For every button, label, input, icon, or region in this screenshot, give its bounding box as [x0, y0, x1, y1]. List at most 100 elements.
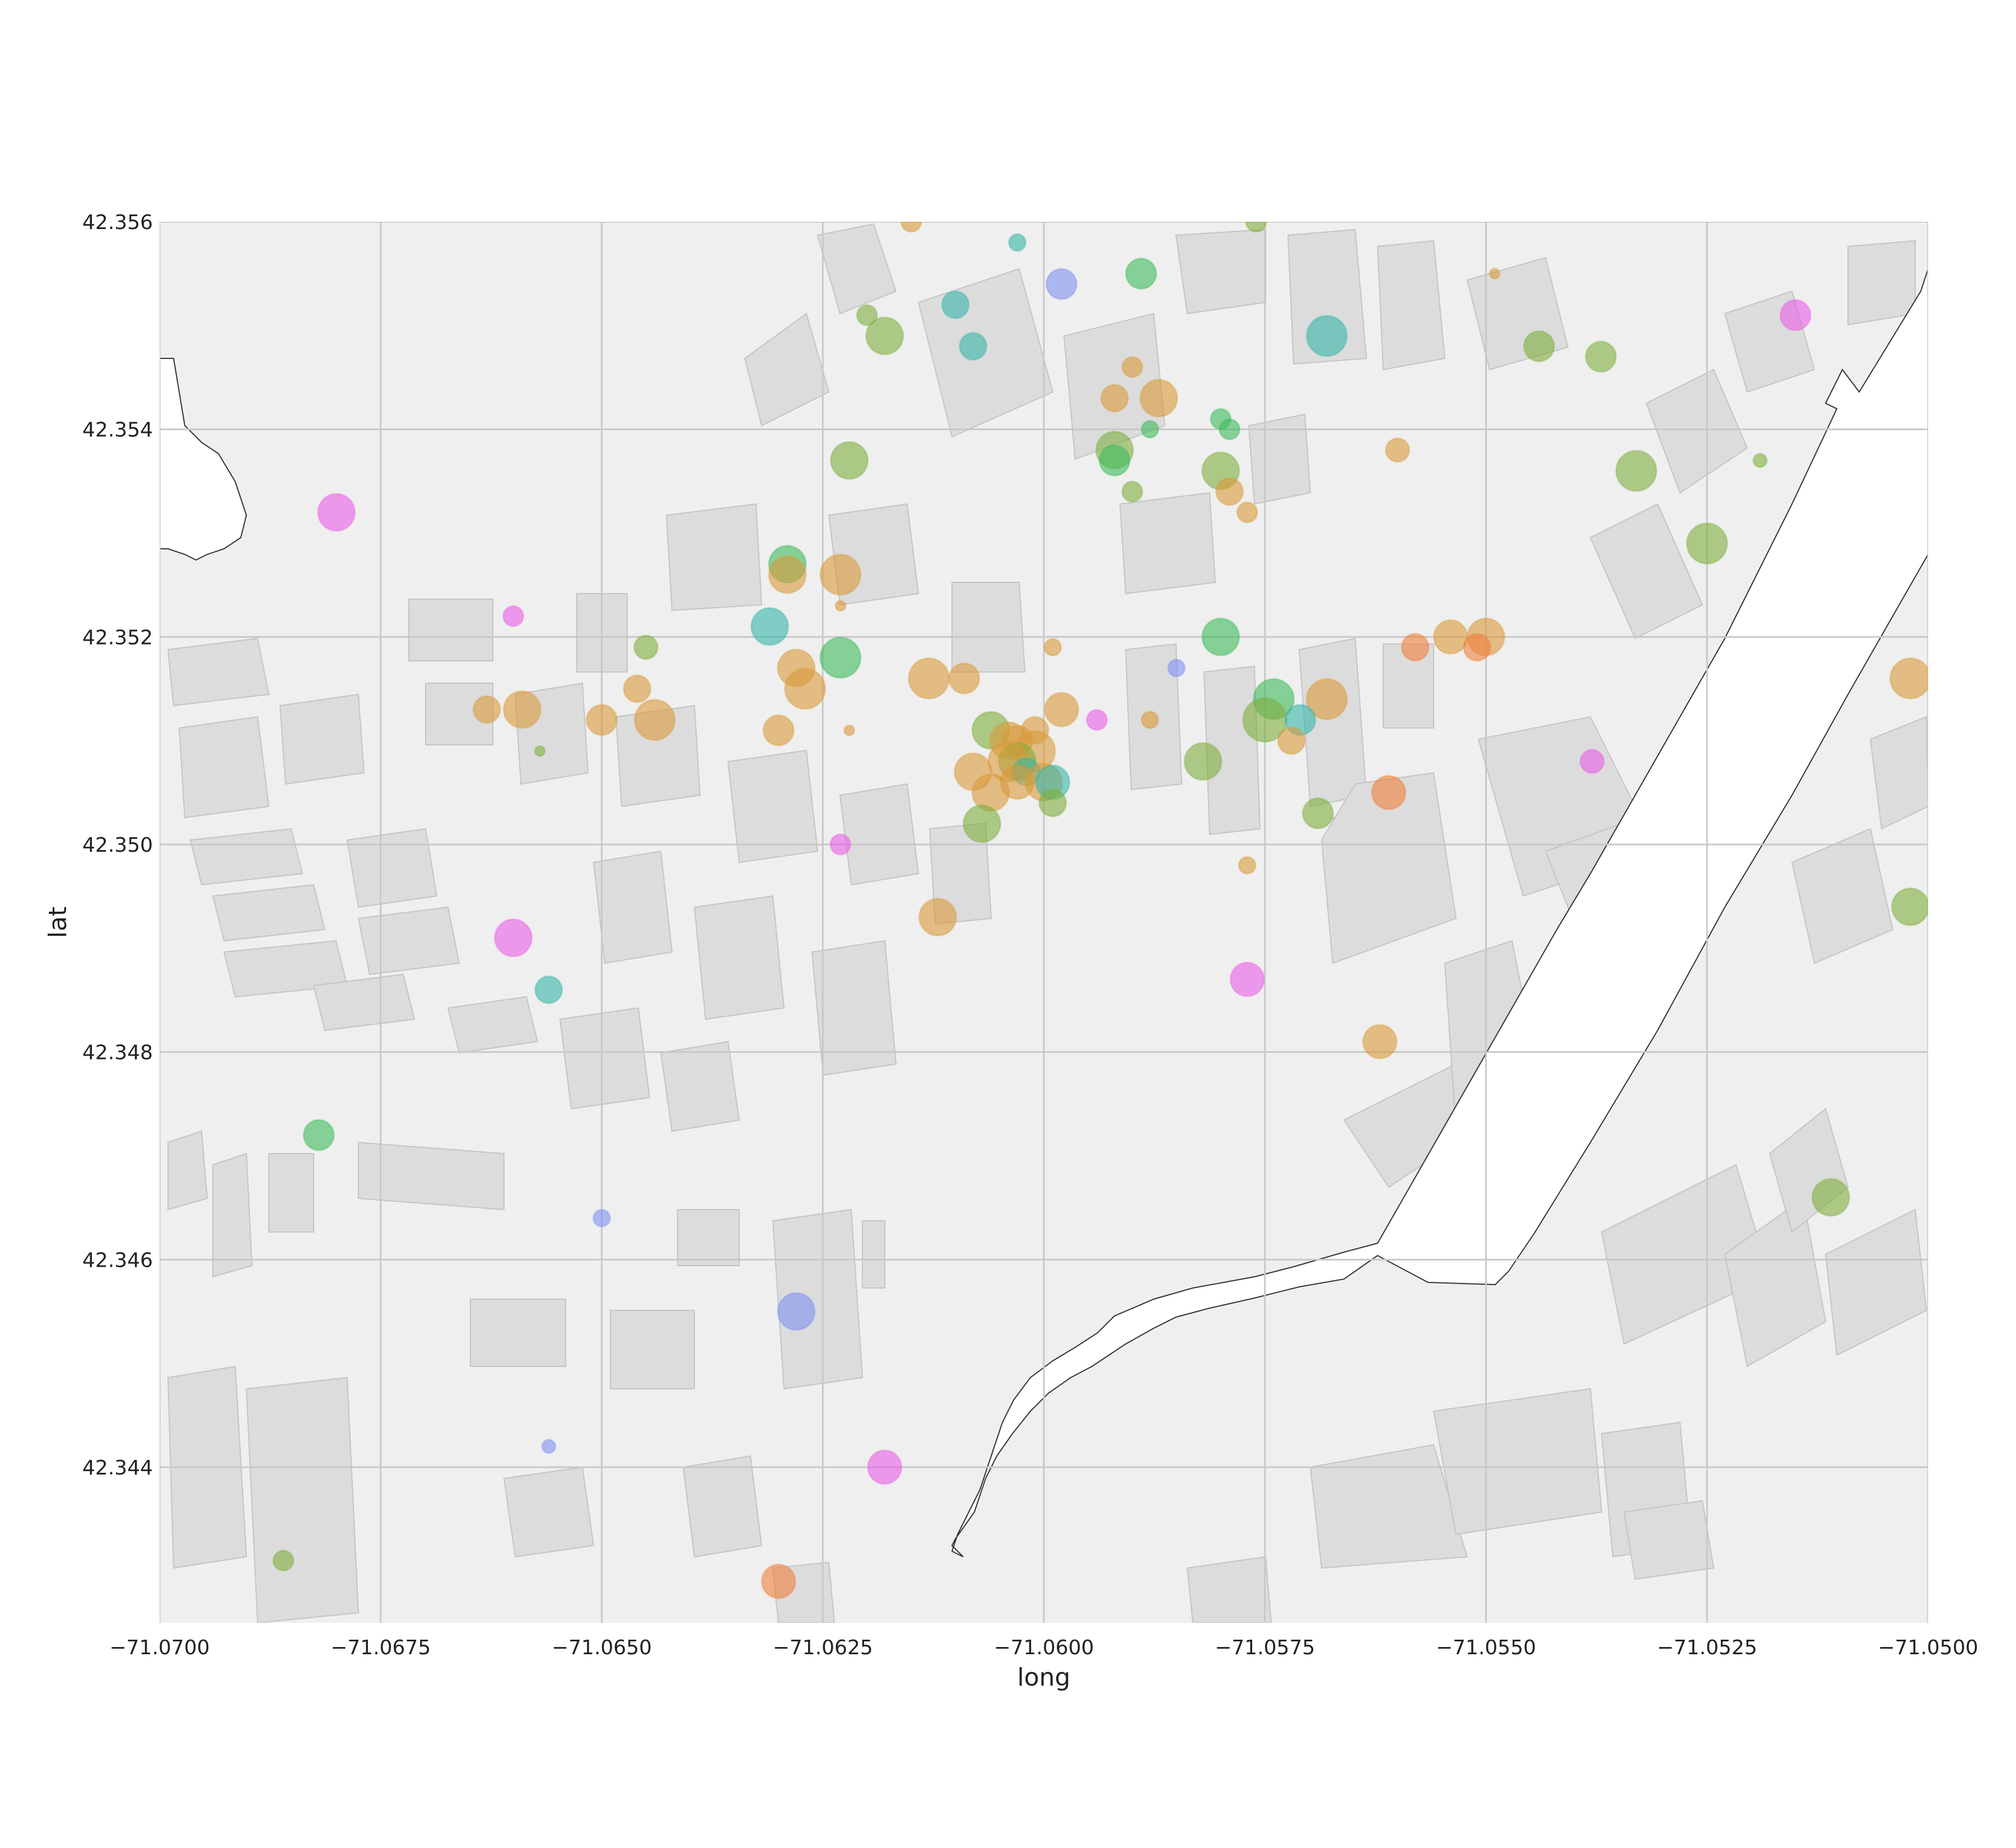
scatter-point: [1305, 315, 1348, 357]
scatter-point: [1215, 477, 1244, 506]
scatter-point: [1305, 678, 1348, 721]
scatter-point: [1201, 617, 1240, 656]
scatter-point: [1488, 268, 1501, 280]
scatter-point: [494, 918, 533, 958]
scatter-point: [1245, 222, 1267, 233]
fort-point-channel: [951, 268, 1928, 1557]
x-axis-label: long: [1018, 1663, 1071, 1692]
scatter-point: [633, 634, 659, 660]
scatter-point: [1008, 233, 1027, 252]
x-tick-label: −71.0675: [330, 1636, 431, 1659]
scatter-point: [819, 553, 862, 596]
scatter-point: [1100, 384, 1129, 413]
scatter-point: [843, 724, 856, 736]
y-tick-label: 42.350: [82, 834, 153, 857]
scatter-point: [1167, 659, 1186, 678]
scatter-point: [1229, 962, 1265, 997]
x-tick-label: −71.0650: [552, 1636, 652, 1659]
scatter-point: [1121, 480, 1144, 503]
scatter-point: [962, 804, 1001, 843]
scatter-point: [777, 1292, 816, 1331]
y-tick-label: 42.344: [82, 1457, 153, 1480]
scatter-point: [317, 493, 356, 532]
scatter-point: [272, 1550, 295, 1572]
scatter-point: [865, 316, 904, 356]
scatter-point: [959, 332, 988, 361]
west-inlet: [160, 358, 248, 561]
scatter-point: [1585, 340, 1617, 373]
scatter-point: [900, 222, 922, 233]
y-tick-label: 42.346: [82, 1249, 153, 1272]
scatter-point: [1219, 418, 1241, 441]
scatter-point: [750, 607, 790, 646]
y-tick-label: 42.356: [82, 211, 153, 234]
scatter-point: [1140, 420, 1159, 439]
x-tick-label: −71.0625: [773, 1636, 873, 1659]
scatter-point: [472, 695, 501, 724]
scatter-point: [948, 662, 981, 694]
x-tick-label: −71.0500: [1878, 1636, 1978, 1659]
scatter-point: [1779, 299, 1812, 332]
scatter-point: [1385, 437, 1411, 463]
scatter-point: [1098, 444, 1131, 477]
scatter-point: [784, 668, 827, 710]
buildings-west: [167, 637, 740, 1132]
scatter-point: [502, 690, 542, 729]
y-axis-label: lat: [44, 907, 72, 938]
scatter-point: [1891, 887, 1928, 926]
x-axis-ticks: −71.0700 −71.0675 −71.0650 −71.0625 −71.0600…: [109, 1636, 1978, 1659]
scatter-point: [1183, 742, 1222, 781]
scatter-point: [1523, 330, 1555, 362]
scatter-point: [534, 745, 546, 757]
scatter-point: [534, 975, 563, 1004]
scatter-point: [830, 441, 869, 480]
scatter-point: [586, 704, 618, 736]
x-tick-label: −71.0575: [1215, 1636, 1315, 1659]
scatter-point: [633, 699, 676, 741]
scatter-point: [1432, 619, 1468, 655]
scatter-point: [1043, 638, 1062, 657]
scatter-point: [1086, 709, 1108, 731]
scatter-point: [918, 898, 958, 937]
scatter-point: [1811, 1178, 1850, 1217]
x-tick-label: −71.0600: [993, 1636, 1094, 1659]
scatter-point: [1401, 633, 1430, 662]
y-tick-label: 42.348: [82, 1042, 153, 1065]
scatter-point: [762, 714, 795, 746]
scatter-point: [1579, 749, 1605, 774]
scatter-point: [819, 636, 862, 679]
grid-lines: [160, 222, 1928, 1623]
scatter-point: [541, 1439, 557, 1454]
scatter-point: [1889, 657, 1928, 699]
scatter-point: [1752, 452, 1768, 468]
x-tick-label: −71.0700: [109, 1636, 209, 1659]
scatter-points: [272, 222, 1928, 1599]
scatter-point: [1139, 379, 1178, 418]
scatter-point: [908, 657, 950, 699]
y-axis-ticks: 42.344 42.346 42.348 42.350 42.352 42.354 42.3…: [82, 211, 153, 1480]
scatter-point: [760, 1564, 796, 1599]
scatter-point: [623, 674, 652, 703]
scatter-point: [1236, 501, 1258, 524]
scatter-point: [1615, 450, 1658, 492]
scatter-point: [867, 1449, 903, 1485]
y-tick-label: 42.352: [82, 626, 153, 649]
x-tick-label: −71.0525: [1657, 1636, 1757, 1659]
scatter-point: [1140, 711, 1159, 730]
scatter-point: [1046, 268, 1078, 300]
x-tick-label: −71.0550: [1436, 1636, 1536, 1659]
scatter-point: [1038, 788, 1067, 818]
scatter-point: [502, 605, 525, 627]
scatter-point: [1686, 522, 1728, 565]
scatter-point: [941, 290, 970, 319]
scatter-point: [856, 304, 878, 326]
scatter-point: [1277, 726, 1306, 755]
scatter-point: [1044, 692, 1080, 727]
scatter-point: [1121, 356, 1144, 378]
scatter-point: [768, 555, 807, 594]
scatter-point: [1371, 774, 1407, 810]
scatter-point: [829, 833, 852, 856]
y-tick-label: 42.354: [82, 419, 153, 442]
scatter-point: [1301, 797, 1334, 829]
